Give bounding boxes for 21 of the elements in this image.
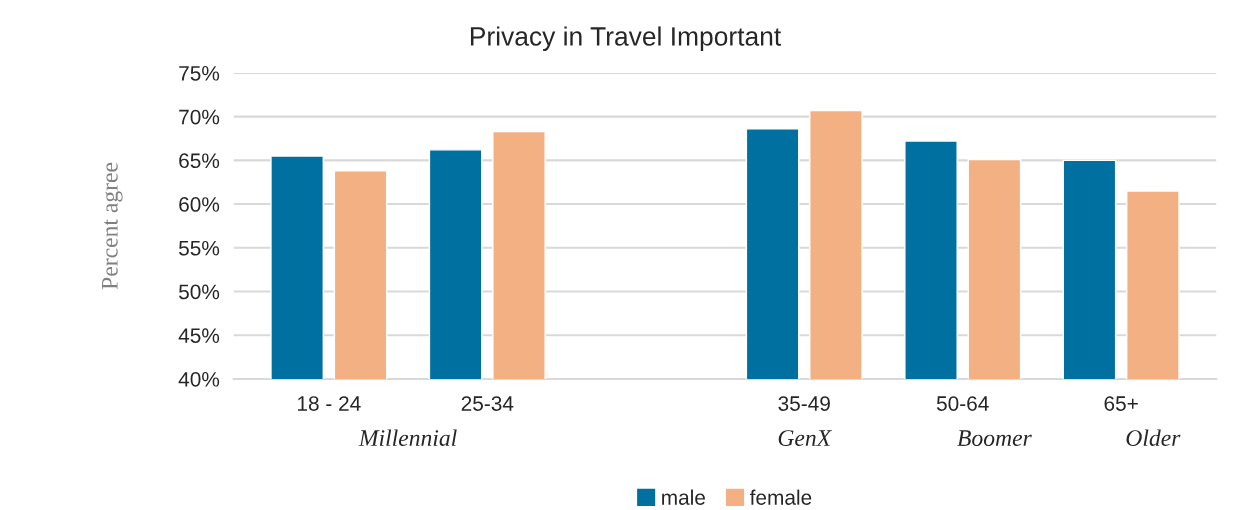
chart-title: Privacy in Travel Important — [470, 26, 782, 51]
y-tick-label: 55% — [179, 240, 220, 256]
legend-label: male — [662, 489, 705, 505]
x-tick-label: 35-49 — [778, 396, 830, 411]
y-tick-label: 40% — [178, 371, 220, 387]
y-axis-title: Percent agree — [102, 162, 123, 290]
y-tick-label: 65% — [179, 153, 220, 169]
text: Millennial — [358, 429, 457, 447]
y-tick-label: 45% — [178, 328, 220, 343]
y-tick-label: 50% — [179, 284, 220, 300]
text: Boomer — [957, 430, 1032, 447]
x-tick-label: 50-64 — [936, 396, 989, 411]
y-tick-label: 60% — [179, 197, 220, 212]
text: Older — [1126, 429, 1181, 447]
text: GenX — [778, 430, 832, 447]
legend-label: female — [749, 489, 812, 505]
x-tick-label: 25-34 — [461, 396, 514, 411]
y-tick-label: 70% — [179, 109, 220, 125]
x-tick-label: 18 - 24 — [297, 396, 361, 411]
x-tick-label: 65+ — [1104, 396, 1138, 411]
y-tick-label: 75% — [179, 66, 220, 81]
